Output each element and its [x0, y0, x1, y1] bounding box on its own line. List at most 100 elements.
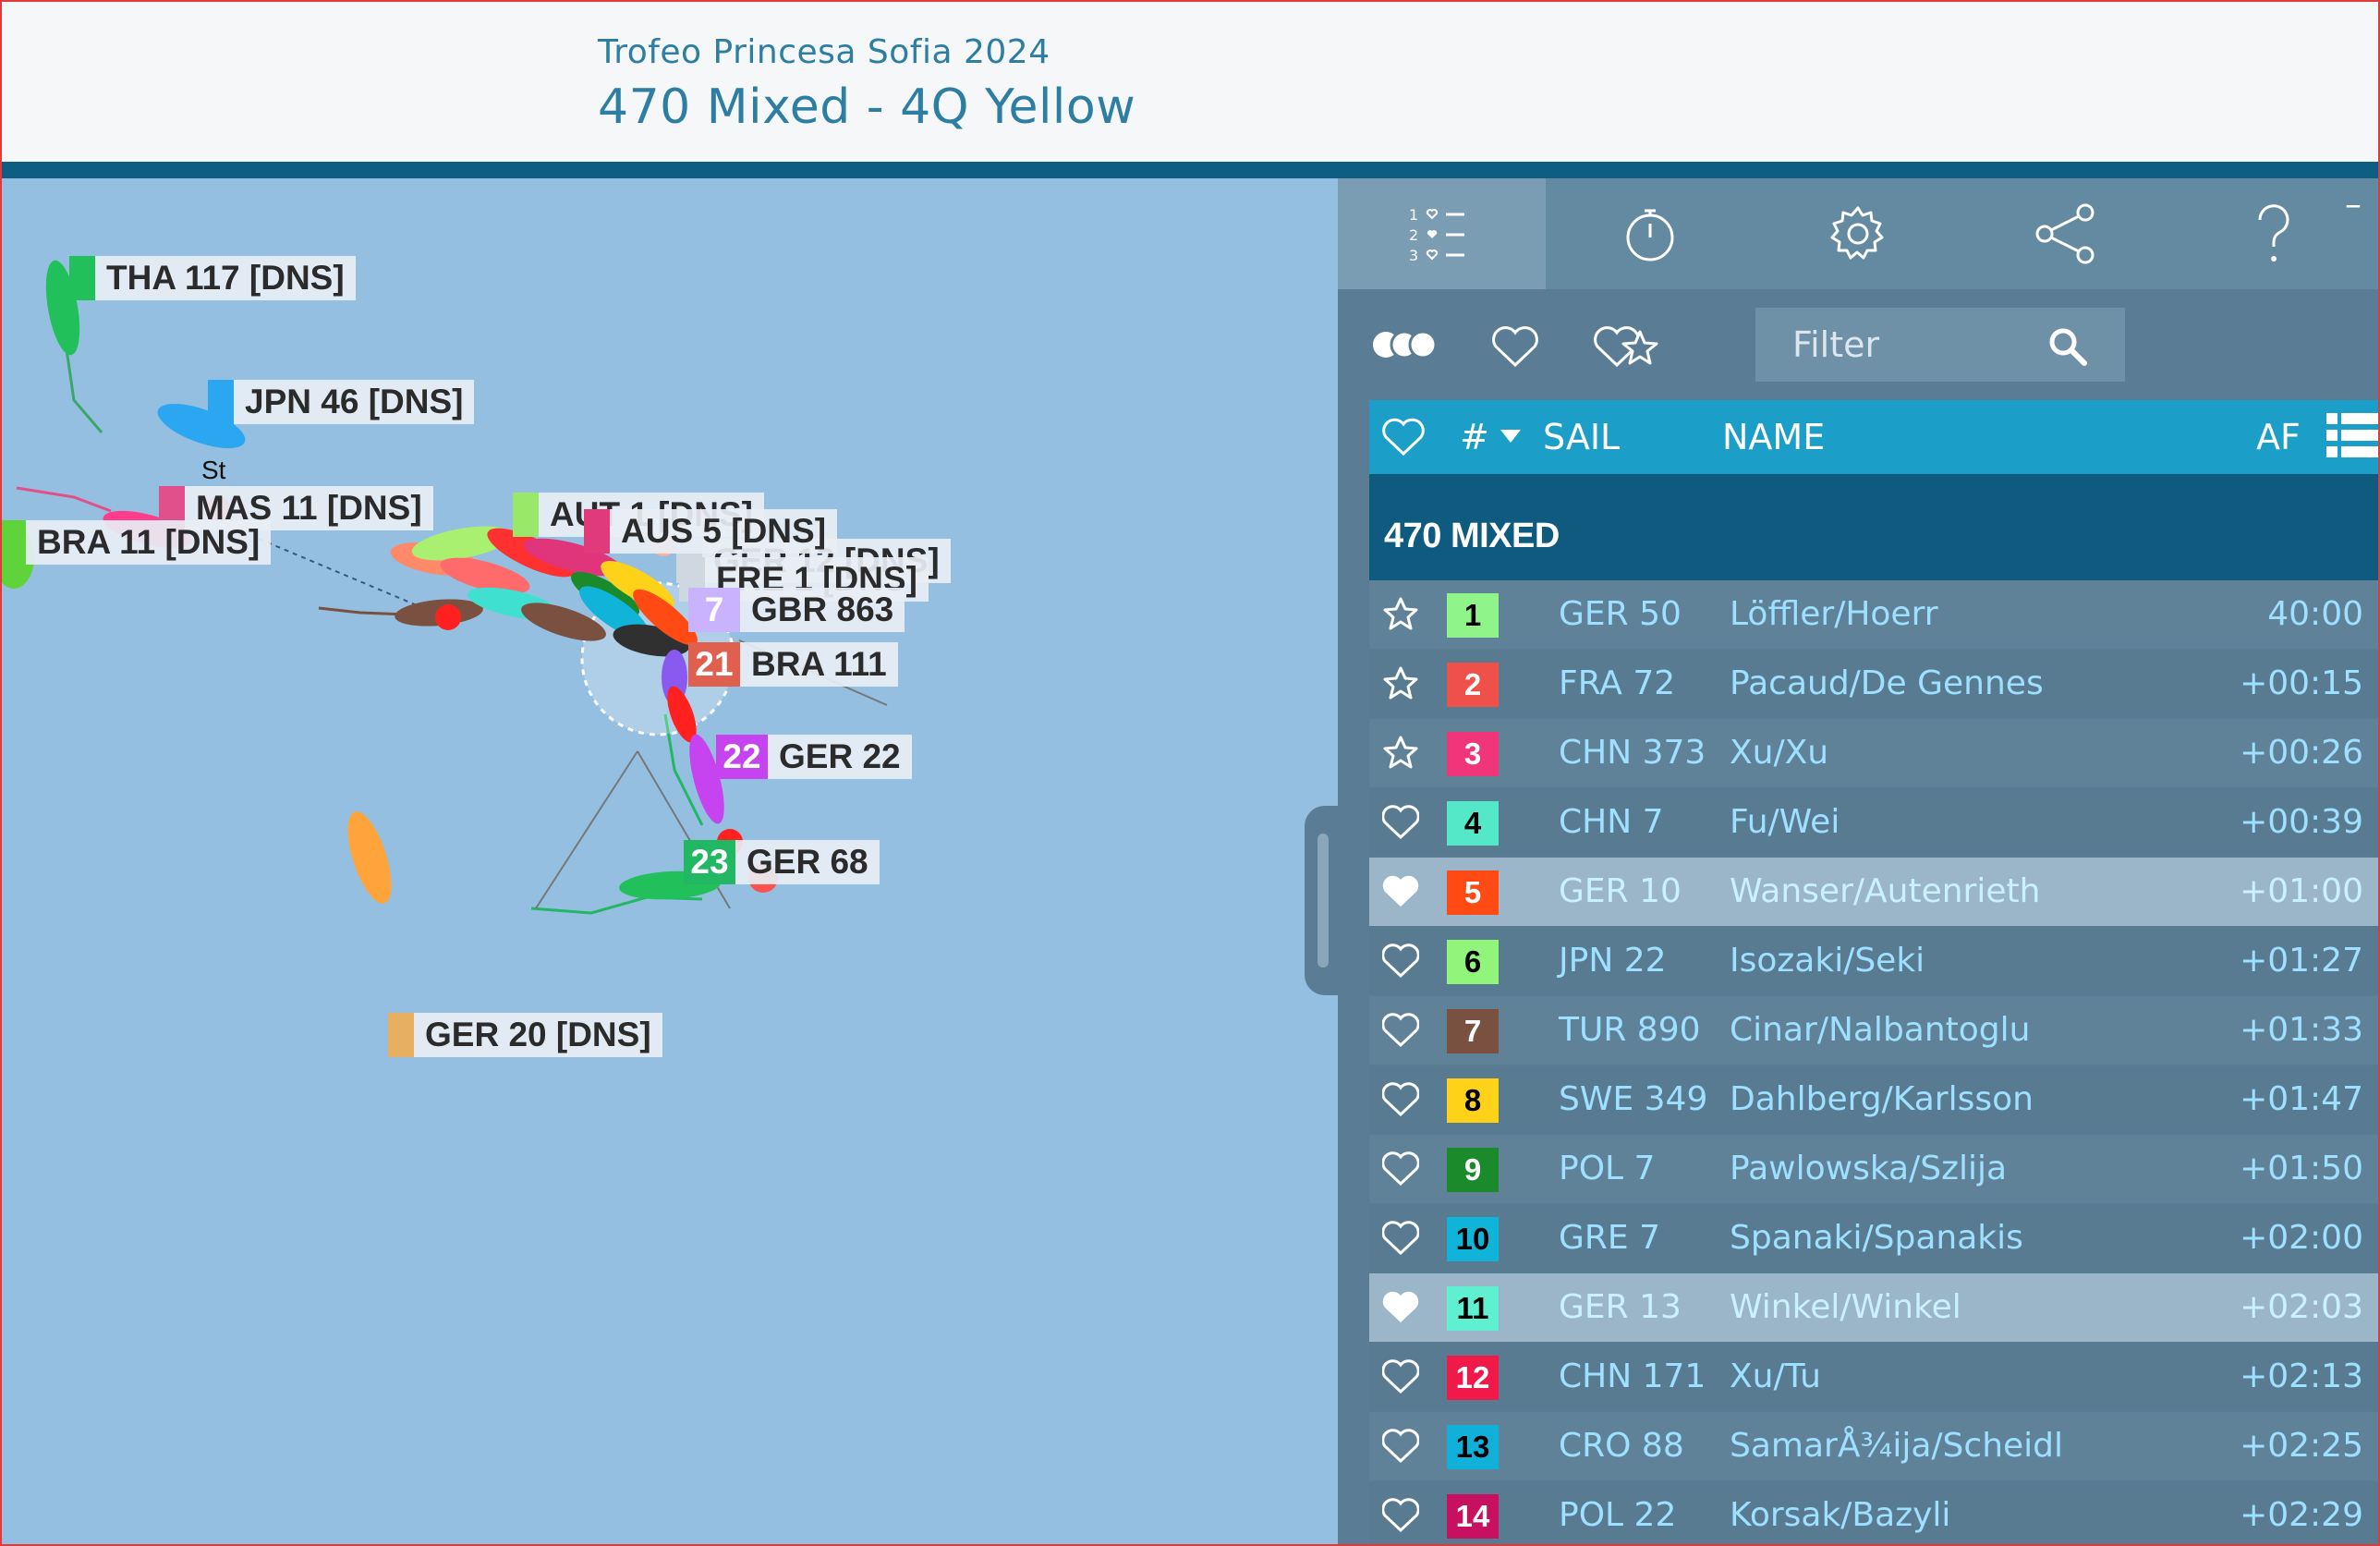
crew-name: Pawlowska/Szlija: [1730, 1150, 2008, 1187]
search-icon[interactable]: [2047, 326, 2088, 367]
boat-flag: [388, 1013, 414, 1057]
filter-input[interactable]: [1755, 308, 2125, 382]
race-map[interactable]: St THA 117 [DNS] JPN 46 [DNS] MAS 11 [DN…: [0, 178, 1338, 1546]
boat-label-bra-111[interactable]: 21 BRA 111: [688, 642, 898, 687]
heart-star-filter-icon[interactable]: [1592, 323, 1662, 372]
boat-flag: [69, 256, 95, 300]
favorite-toggle[interactable]: [1380, 1135, 1421, 1203]
crew-name: Xu/Tu: [1730, 1357, 1821, 1395]
column-name[interactable]: NAME: [1722, 417, 1826, 457]
rank-badge: 4: [1447, 801, 1499, 846]
favorite-toggle[interactable]: [1380, 996, 1421, 1065]
table-row[interactable]: 5 GER 10 Wanser/Autenrieth +01:00: [1369, 858, 2380, 926]
settings-tab[interactable]: [1754, 178, 1961, 289]
table-row[interactable]: 9 POL 7 Pawlowska/Szlija +01:50: [1369, 1135, 2380, 1203]
heart-icon: [1382, 1359, 1419, 1394]
sail-number: CRO 88: [1559, 1427, 1684, 1465]
table-row[interactable]: 2 FRA 72 Pacaud/De Gennes +00:15: [1369, 650, 2380, 718]
table-row[interactable]: 3 CHN 373 Xu/Xu +00:26: [1369, 719, 2380, 787]
all-boats-toggle-icon[interactable]: [1371, 326, 1441, 363]
table-row[interactable]: 13 CRO 88 SamarÅ¾ija/Scheidl +02:25: [1369, 1412, 2380, 1480]
column-time[interactable]: AF: [2256, 417, 2301, 457]
favorite-toggle[interactable]: [1380, 719, 1421, 787]
boat-label-tha-117[interactable]: THA 117 [DNS]: [69, 256, 356, 300]
sort-down-icon[interactable]: [1499, 428, 1523, 444]
heart-icon: [1382, 1082, 1419, 1117]
rank-badge: 14: [1447, 1494, 1499, 1539]
boat-flag: [208, 380, 234, 424]
table-row[interactable]: 6 JPN 22 Isozaki/Seki +01:27: [1369, 927, 2380, 995]
heart-filled-icon: [1382, 875, 1419, 907]
help-icon: [2257, 204, 2289, 262]
event-title: Trofeo Princesa Sofia 2024: [598, 33, 1050, 71]
crew-name: Spanaki/Spanakis: [1730, 1219, 2023, 1257]
boat-label-ger-68[interactable]: 23 GER 68: [684, 840, 880, 884]
star-icon: [1383, 666, 1418, 700]
boat-label-gbr-863[interactable]: 7 GBR 863: [688, 588, 905, 632]
favorite-toggle[interactable]: [1380, 580, 1421, 649]
boat-label-jpn-46[interactable]: JPN 46 [DNS]: [208, 380, 475, 424]
table-row[interactable]: 10 GRE 7 Spanaki/Spanakis +02:00: [1369, 1204, 2380, 1272]
sail-number: GER 13: [1559, 1288, 1682, 1326]
favorite-toggle[interactable]: [1380, 858, 1421, 926]
table-row[interactable]: 11 GER 13 Winkel/Winkel +02:03: [1369, 1273, 2380, 1342]
boat-flag: [584, 509, 610, 554]
favorite-toggle[interactable]: [1380, 1481, 1421, 1546]
favorite-toggle[interactable]: [1380, 1412, 1421, 1480]
crew-name: Winkel/Winkel: [1730, 1288, 1961, 1326]
column-rank[interactable]: #: [1460, 417, 1489, 457]
favorite-toggle[interactable]: [1380, 927, 1421, 995]
table-row[interactable]: 12 CHN 171 Xu/Tu +02:13: [1369, 1343, 2380, 1411]
time-delta: +01:27: [2240, 942, 2363, 980]
favorite-column-heart-icon[interactable]: [1382, 417, 1425, 457]
rank-badge: 11: [1447, 1286, 1499, 1331]
favorite-toggle[interactable]: [1380, 788, 1421, 857]
panel-collapse-handle[interactable]: [1305, 806, 1342, 995]
timer-tab[interactable]: [1546, 178, 1754, 289]
rank-badge: 7: [1447, 1009, 1499, 1053]
boat-label-ger-22[interactable]: 22 GER 22: [716, 735, 912, 779]
heart-icon: [1382, 1429, 1419, 1464]
map-tracks: St: [0, 260, 888, 915]
time-delta: +01:00: [2240, 872, 2363, 910]
column-sail[interactable]: SAIL: [1543, 417, 1621, 457]
table-row[interactable]: 4 CHN 7 Fu/Wei +00:39: [1369, 788, 2380, 857]
table-row[interactable]: 7 TUR 890 Cinar/Nalbantoglu +01:33: [1369, 996, 2380, 1065]
rank-badge: 12: [1447, 1356, 1499, 1400]
star-icon: [1383, 597, 1418, 630]
column-chooser-icon[interactable]: [2326, 413, 2378, 459]
favorite-toggle[interactable]: [1380, 650, 1421, 718]
favorite-toggle[interactable]: [1380, 1065, 1421, 1134]
boat-label-bra-11[interactable]: BRA 11 [DNS]: [0, 520, 272, 565]
favorite-toggle[interactable]: [1380, 1273, 1421, 1342]
stopwatch-icon: [1626, 209, 1673, 262]
table-header: # SAIL NAME AF: [1369, 400, 2380, 474]
filter-row: [1338, 289, 2380, 400]
sail-number: POL 7: [1559, 1150, 1656, 1187]
share-tab[interactable]: [1961, 178, 2169, 289]
leaderboard-icon: 1 2 3: [1409, 206, 1464, 264]
help-tab[interactable]: [2169, 178, 2377, 289]
table-row[interactable]: 8 SWE 349 Dahlberg/Karlsson +01:47: [1369, 1065, 2380, 1134]
time-delta: 40:00: [2267, 595, 2363, 633]
time-delta: +02:13: [2240, 1357, 2363, 1395]
boat-label-ger-20[interactable]: GER 20 [DNS]: [388, 1013, 662, 1057]
favorite-toggle[interactable]: [1380, 1204, 1421, 1272]
time-delta: +00:26: [2240, 734, 2363, 772]
header-divider: [0, 162, 2380, 178]
table-row[interactable]: 1 GER 50 Löffler/Hoerr 40:00: [1369, 580, 2380, 649]
rank-badge: 1: [1447, 593, 1499, 638]
boat-label-aus-5[interactable]: AUS 5 [DNS]: [584, 509, 838, 554]
crew-name: SamarÅ¾ija/Scheidl: [1730, 1427, 2064, 1465]
minimize-button[interactable]: –: [2345, 186, 2362, 224]
leaderboard-tab[interactable]: 1 2 3: [1338, 178, 1546, 289]
star-icon: [1383, 736, 1418, 769]
table-row[interactable]: 14 POL 22 Korsak/Bazyli +02:29: [1369, 1481, 2380, 1546]
sail-number: CHN 7: [1559, 803, 1664, 841]
sail-number: GRE 7: [1559, 1219, 1661, 1257]
crew-name: Xu/Xu: [1730, 734, 1829, 772]
favorites-filter-icon[interactable]: [1490, 324, 1540, 369]
favorite-toggle[interactable]: [1380, 1343, 1421, 1411]
time-delta: +02:03: [2240, 1288, 2363, 1326]
leaderboard-panel: 1 2 3: [1338, 178, 2380, 1546]
